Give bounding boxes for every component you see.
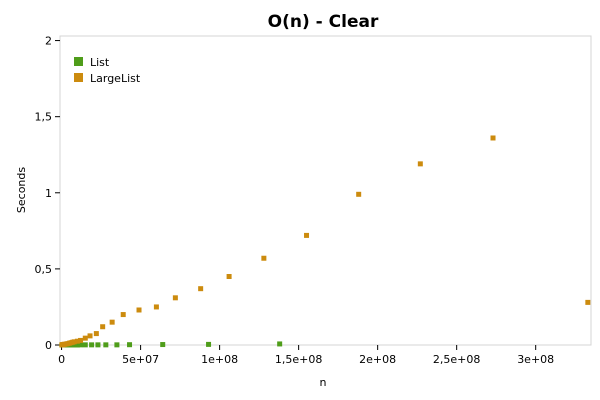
x-tick-label: 1,5e+08 [275, 353, 322, 366]
data-point [89, 342, 95, 348]
data-point [109, 319, 115, 325]
series-largelist [59, 135, 591, 348]
x-tick-label: 5e+07 [122, 353, 159, 366]
data-point [172, 295, 178, 301]
data-point [198, 286, 204, 292]
data-point [490, 135, 496, 141]
data-point [87, 333, 93, 339]
y-axis: 0 0,5 1 1,5 2 [35, 35, 60, 352]
plot-area [59, 35, 592, 346]
x-tick-label: 3e+08 [517, 353, 554, 366]
y-tick-label: 0,5 [35, 263, 53, 276]
data-point [120, 312, 126, 318]
data-point [100, 324, 106, 330]
legend-label: LargeList [90, 72, 141, 85]
data-point [82, 342, 88, 348]
y-axis-label: Seconds [15, 167, 28, 213]
chart-title: O(n) - Clear [268, 12, 379, 32]
x-tick-label: 1e+08 [201, 353, 238, 366]
data-point [78, 342, 84, 348]
data-point [585, 299, 591, 305]
legend-label: List [90, 56, 110, 69]
data-point [261, 255, 267, 261]
y-tick-label: 1,5 [35, 111, 53, 124]
x-tick-label: 2,5e+08 [433, 353, 480, 366]
data-point [95, 342, 101, 348]
data-point [78, 337, 84, 343]
data-point [71, 339, 77, 345]
data-point [160, 342, 166, 348]
data-point [93, 331, 99, 337]
data-point [136, 307, 142, 313]
data-point [103, 342, 109, 348]
legend-swatch [74, 57, 83, 66]
y-tick-label: 1 [45, 187, 52, 200]
data-point [206, 341, 212, 347]
data-point [304, 232, 310, 238]
data-point [114, 342, 120, 348]
x-tick-label: 2e+08 [359, 353, 396, 366]
data-point [82, 335, 88, 341]
x-axis: 0 5e+07 1e+08 1,5e+08 2e+08 2,5e+08 3e+08 [58, 345, 554, 366]
data-point [356, 191, 362, 197]
legend: List LargeList [74, 56, 141, 85]
data-point [277, 341, 283, 347]
data-point [74, 338, 80, 344]
data-point [417, 161, 423, 167]
legend-swatch [74, 73, 83, 82]
x-axis-label: n [320, 376, 327, 389]
data-point [127, 342, 133, 348]
data-point [226, 274, 232, 280]
y-tick-label: 0 [45, 339, 52, 352]
data-point [153, 304, 159, 310]
data-point [71, 342, 77, 348]
data-points [59, 135, 591, 348]
y-tick-label: 2 [45, 35, 52, 48]
x-tick-label: 0 [58, 353, 65, 366]
data-point [74, 342, 80, 348]
